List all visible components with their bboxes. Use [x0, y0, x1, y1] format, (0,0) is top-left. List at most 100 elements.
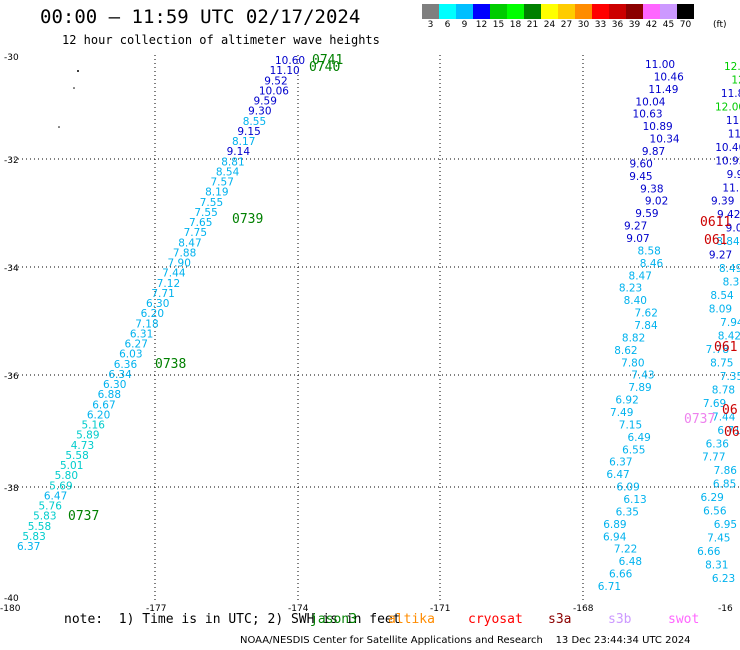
jason3-wave-height: 5.01 [60, 460, 83, 472]
jason3-wave-height: 6.34 [108, 369, 132, 381]
track-b-wave-height: 6.66 [697, 546, 721, 558]
scale-swatch: 70 [677, 4, 694, 30]
track-a-wave-height: 10.63 [633, 109, 663, 121]
jason3-wave-height: 6.47 [44, 490, 67, 502]
scale-swatch-color [558, 4, 575, 19]
jason3-wave-height: 5.83 [22, 531, 45, 543]
track-a-wave-height: 6.48 [619, 556, 642, 568]
scale-swatch-label: 42 [645, 20, 658, 30]
jason3-wave-height: 6.30 [146, 298, 169, 310]
scale-swatch-label: 15 [492, 20, 505, 30]
jason3-wave-height: 7.18 [135, 318, 158, 330]
scale-swatch-color [643, 4, 660, 19]
jason3-wave-height: 9.52 [264, 75, 287, 87]
pass-time-label: 06 [724, 425, 740, 440]
track-a-wave-height: 7.22 [614, 544, 637, 556]
track-b-wave-height: 9.42 [717, 209, 740, 221]
jason3-wave-height: 6.67 [92, 399, 115, 411]
page-title: 00:00 – 11:59 UTC 02/17/2024 [40, 6, 361, 28]
jason3-wave-height: 8.19 [205, 187, 228, 199]
scale-swatch-label: 39 [628, 20, 641, 30]
track-b-wave-height: 8.84 [716, 236, 740, 248]
track-b-wave-height: 11.8 [721, 88, 740, 100]
track-a-wave-height: 9.87 [642, 146, 665, 158]
track-b-wave-height: 6.71 [717, 425, 740, 437]
jason3-wave-height: 8.54 [216, 166, 240, 178]
track-b-wave-height: 7.44 [712, 411, 736, 423]
map-grid [10, 55, 740, 600]
scale-swatch: 45 [660, 4, 677, 30]
altimeter-tracks: 10.6011.109.5210.069.599.308.559.158.179… [17, 55, 740, 593]
pass-time-label: 06 [722, 403, 738, 418]
track-b-wave-height: 7.35 [720, 371, 740, 383]
jason3-wave-height: 7.65 [189, 217, 212, 229]
scale-swatch-label: 9 [461, 20, 468, 30]
scale-swatch-label: 30 [577, 20, 590, 30]
track-b-wave-height: 9.39 [711, 196, 734, 208]
jason3-wave-height: 10.60 [275, 55, 305, 67]
jason3-wave-height: 9.14 [227, 146, 251, 158]
scale-swatch: 21 [524, 4, 541, 30]
color-scale-legend: 3 6 9 12 15 18 21 24 27 30 33 36 39 42 45 70 [422, 4, 694, 30]
scale-swatch: 27 [558, 4, 575, 30]
track-a-wave-height: 10.46 [654, 71, 684, 83]
jason3-wave-height: 9.15 [237, 126, 260, 138]
track-b-wave-height: 8.09 [709, 304, 732, 316]
jason3-wave-height: 5.83 [33, 511, 56, 523]
track-b-wave-height: 8.31 [705, 560, 728, 572]
pass-time-label: 061 [704, 233, 727, 248]
jason3-wave-height: 5.16 [82, 420, 106, 432]
track-a-wave-height: 6.89 [603, 519, 626, 531]
track-b-wave-height: 10.93 [715, 155, 740, 167]
scale-swatch-label: 24 [543, 20, 556, 30]
jason3-wave-height: 6.20 [141, 308, 164, 320]
scale-swatch-label: 21 [526, 20, 539, 30]
jason3-wave-height: 5.80 [55, 470, 78, 482]
scale-swatch: 24 [541, 4, 558, 30]
scale-swatch-color [592, 4, 609, 19]
track-a-wave-height: 9.07 [626, 233, 649, 245]
credit-line: NOAA/NESDIS Center for Satellite Applica… [240, 635, 691, 646]
pass-time-label: 0737 [684, 412, 715, 427]
land-specks [58, 70, 79, 128]
track-b-wave-height: 12.00 [715, 101, 740, 113]
track-a-wave-height: 6.35 [616, 506, 639, 518]
scale-swatch-color [626, 4, 643, 19]
scale-swatch-label: 27 [560, 20, 573, 30]
units-note: note: 1) Time is in UTC; 2) SWH is in fe… [64, 612, 401, 627]
satellite-legend-s3b: s3b [608, 612, 632, 627]
track-a-wave-height: 8.62 [614, 345, 637, 357]
longitude-tick-label: -180 [0, 604, 21, 614]
track-b-wave-height: 6.56 [703, 506, 727, 518]
jason3-wave-height: 7.90 [168, 258, 191, 270]
scale-swatch: 15 [490, 4, 507, 30]
satellite-legend-swot: swot [668, 612, 700, 627]
scale-swatch: 33 [592, 4, 609, 30]
track-b-wave-height: 6.23 [712, 573, 735, 585]
jason3-wave-height: 6.27 [125, 339, 148, 351]
track-a-wave-height: 9.38 [640, 183, 663, 195]
scale-swatch-color [575, 4, 592, 19]
track-a-wave-height: 6.92 [615, 395, 638, 407]
track-a-wave-height: 6.55 [622, 444, 645, 456]
scale-swatch-color [507, 4, 524, 19]
jason3-wave-height: 7.44 [162, 268, 186, 280]
track-b-wave-height: 8.49 [719, 263, 740, 275]
track-b-wave-height: 11.43 [728, 128, 740, 140]
track-a-wave-height: 6.47 [606, 469, 629, 481]
track-b-wave-height: 7.45 [707, 533, 730, 545]
track-a-wave-height: 6.09 [616, 482, 639, 494]
scale-swatch-label: 36 [611, 20, 624, 30]
pass-time-label: 0741 [312, 53, 343, 68]
scale-swatch: 12 [473, 4, 490, 30]
jason3-wave-height: 6.31 [130, 328, 153, 340]
track-a-wave-height: 7.15 [619, 419, 642, 431]
jason3-wave-height: 9.30 [248, 106, 271, 118]
track-b-wave-height: 7.86 [714, 465, 738, 477]
track-b-wave-height: 8.42 [718, 330, 740, 342]
longitude-tick-label: -174 [288, 604, 309, 614]
pass-time-label: 0738 [155, 357, 186, 372]
longitude-tick-label: -171 [430, 604, 450, 614]
